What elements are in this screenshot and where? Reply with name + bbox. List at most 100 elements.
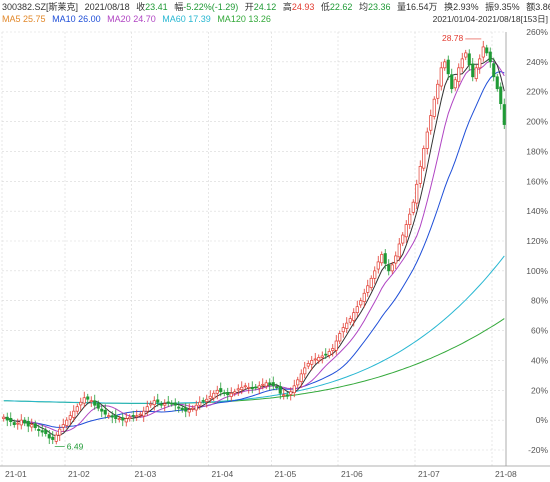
- candle: [142, 410, 146, 417]
- candle: [177, 406, 181, 409]
- candle: [26, 420, 30, 427]
- candle: [394, 255, 398, 264]
- candle: [324, 353, 328, 356]
- candle: [159, 403, 163, 406]
- candle: [219, 388, 223, 393]
- candle: [362, 292, 366, 302]
- y-tick-label: 0%: [536, 415, 549, 425]
- candle: [152, 400, 156, 405]
- candle: [450, 74, 454, 90]
- candle: [40, 430, 44, 433]
- candle: [313, 358, 317, 361]
- candle: [345, 322, 349, 329]
- y-tick-label: 160%: [526, 176, 548, 186]
- candle: [317, 357, 321, 362]
- candle: [408, 213, 412, 225]
- candle: [236, 388, 240, 391]
- high-label: 高: [282, 2, 292, 12]
- candle: [369, 277, 373, 288]
- y-tick-label: 100%: [526, 266, 548, 276]
- ma20-line: [3, 60, 505, 433]
- candle: [453, 79, 457, 89]
- y-tick-label: 220%: [526, 87, 548, 97]
- candle: [271, 382, 275, 387]
- candle: [310, 360, 314, 365]
- candle: [54, 434, 58, 442]
- candle: [264, 382, 268, 387]
- candle: [131, 415, 135, 417]
- candle: [303, 367, 307, 375]
- candle: [33, 423, 37, 428]
- stock-code: 300382.SZ[斯莱克]: [2, 2, 79, 12]
- volume-label: 量: [397, 2, 407, 12]
- high-value: 24.93: [291, 2, 315, 12]
- avg-value: 23.36: [367, 2, 391, 12]
- candle: [373, 270, 377, 279]
- candle: [292, 385, 296, 394]
- ma60-line: [3, 255, 505, 404]
- date-range: 2021/01/04-2021/08/18[153日]: [432, 14, 548, 24]
- candle: [387, 264, 391, 272]
- open-label: 开: [244, 2, 254, 12]
- candle: [499, 86, 503, 105]
- y-tick-label: 240%: [526, 57, 548, 67]
- candle: [299, 373, 303, 382]
- candle: [411, 201, 415, 213]
- candle: [9, 418, 13, 422]
- candle: [233, 391, 237, 394]
- candle: [320, 355, 324, 358]
- y-tick-label: 40%: [531, 355, 548, 365]
- avg-label: 均: [358, 2, 368, 12]
- candle: [61, 424, 65, 428]
- candle: [289, 391, 293, 395]
- candle: [502, 104, 506, 125]
- candle: [474, 67, 478, 79]
- min-price-label: 6.49: [67, 442, 84, 452]
- candle: [397, 243, 401, 258]
- x-tick-label: 21-02: [68, 469, 90, 479]
- candle: [338, 333, 342, 342]
- candle: [432, 98, 436, 117]
- candle: [359, 300, 363, 306]
- candle: [89, 400, 93, 403]
- x-tick-label: 21-05: [275, 469, 297, 479]
- candle: [366, 285, 370, 293]
- candle: [79, 401, 83, 406]
- candle: [23, 419, 27, 424]
- candle: [261, 383, 265, 386]
- candlestick-chart[interactable]: 260% 240% 220% 200% 180% 160% 140% 120% 100% 80% 6…: [0, 26, 550, 482]
- candle: [457, 67, 461, 82]
- ma5-line: [3, 57, 505, 437]
- amount-value: 3.86亿: [535, 2, 550, 12]
- candle: [187, 409, 191, 413]
- candle: [464, 52, 468, 58]
- y-tick-label: 120%: [526, 236, 548, 246]
- ma10-label: MA10: [52, 14, 76, 24]
- ma120-value: 13.26: [248, 14, 271, 24]
- y-tick-label: 20%: [531, 385, 548, 395]
- candle: [222, 392, 226, 395]
- ma10-line: [3, 71, 505, 428]
- candle: [205, 398, 209, 402]
- close-label: 收: [136, 2, 146, 12]
- candle: [485, 47, 489, 54]
- candle: [439, 67, 443, 87]
- ma60-value: 17.39: [188, 14, 211, 24]
- candle: [425, 131, 429, 149]
- candle: [170, 402, 174, 405]
- volume-value: 16.54万: [406, 2, 438, 12]
- quote-header: 300382.SZ[斯莱克] 2021/08/18 收23.41 幅-5.22%…: [2, 2, 550, 13]
- candle: [229, 392, 233, 397]
- candle: [404, 224, 408, 238]
- candle: [467, 53, 471, 66]
- candle: [429, 115, 433, 131]
- candle: [156, 399, 160, 403]
- ma5-label: MA5: [2, 14, 21, 24]
- candle: [180, 407, 184, 411]
- amount-label: 额: [526, 2, 536, 12]
- close-value: 23.41: [145, 2, 168, 12]
- candle: [173, 402, 177, 406]
- candle: [492, 63, 496, 78]
- ma60-label: MA60: [162, 14, 186, 24]
- candle: [355, 306, 359, 314]
